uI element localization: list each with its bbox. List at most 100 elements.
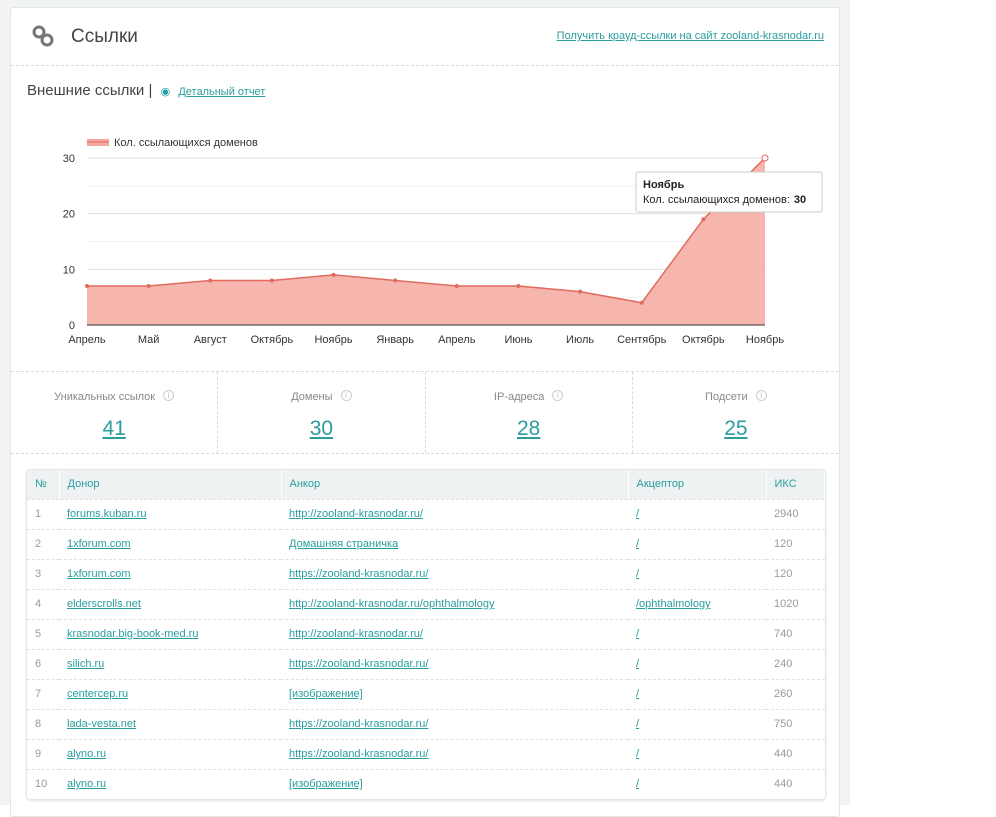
- table-row: 3 1xforum.com https://zooland-krasnodar.ru…: [27, 558, 825, 589]
- anchor-link[interactable]: Домашняя страничка: [289, 538, 399, 550]
- x-tick-label: Апрель: [438, 334, 476, 346]
- info-icon[interactable]: i: [755, 390, 767, 402]
- row-number: 5: [35, 628, 42, 640]
- data-point: [516, 284, 521, 289]
- donor-link[interactable]: 1xforum.com: [67, 538, 131, 550]
- anchor-link[interactable]: https://zooland-krasnodar.ru/: [289, 748, 429, 760]
- data-point: [208, 278, 213, 283]
- acceptor-link[interactable]: /: [636, 538, 640, 550]
- y-tick-label: 10: [63, 264, 75, 276]
- acceptor-link[interactable]: /: [636, 568, 640, 580]
- info-icon[interactable]: i: [552, 390, 564, 402]
- acceptor-link[interactable]: /: [636, 748, 640, 760]
- stat-value[interactable]: 25: [724, 417, 748, 440]
- acceptor-link[interactable]: /: [636, 508, 640, 520]
- stat-value[interactable]: 41: [102, 417, 126, 440]
- col-number: №: [27, 470, 60, 499]
- anchor-link[interactable]: http://zooland-krasnodar.ru/: [289, 628, 423, 640]
- x-tick-label: Ноябрь: [746, 334, 784, 346]
- domains-chart: 0 10 20 30 Апрель Май Август Октябрь Ноябрь Январ…: [63, 137, 823, 346]
- table-row: 5 krasnodar.big-book-med.ru http://zooland…: [27, 618, 825, 649]
- cell: 2940: [766, 498, 825, 529]
- x-tick-label: Апрель: [68, 334, 106, 346]
- row-number: 10: [35, 778, 48, 791]
- donor-link[interactable]: 1xforum.com: [67, 568, 131, 580]
- cell: /: [628, 618, 766, 649]
- cell: /: [628, 768, 766, 799]
- donor-link[interactable]: krasnodar.big-book-med.ru: [67, 628, 199, 640]
- stat-value[interactable]: 30: [309, 417, 334, 440]
- data-point: [331, 272, 336, 277]
- donor-link[interactable]: silich.ru: [67, 658, 105, 670]
- cell: silich.ru: [59, 648, 281, 679]
- eye-icon: ◉: [160, 86, 171, 98]
- cell: https://zooland-krasnodar.ru/: [281, 558, 628, 589]
- cell: 4: [27, 588, 59, 619]
- y-tick-label: 20: [63, 209, 75, 221]
- stat-unique-links: Уникальных ссылок i 41: [11, 372, 219, 453]
- acceptor-link[interactable]: /: [636, 658, 640, 670]
- cell: http://zooland-krasnodar.ru/: [281, 618, 628, 649]
- stats-row: Уникальных ссылок i 41 Домены i 30 IP-адреса…: [11, 371, 839, 454]
- donor-link[interactable]: forums.kuban.ru: [67, 508, 147, 520]
- iks-value: 120: [774, 568, 793, 580]
- detail-report-link[interactable]: Детальный отчет: [178, 86, 266, 98]
- acceptor-link[interactable]: /: [636, 778, 640, 791]
- cell: alyno.ru: [59, 738, 281, 769]
- donor-link[interactable]: lada-vesta.net: [67, 718, 137, 730]
- cell: 260: [766, 678, 825, 709]
- row-number: 3: [35, 568, 42, 580]
- cell: http://zooland-krasnodar.ru/: [281, 498, 628, 529]
- cell: 7: [27, 678, 59, 709]
- cell: 1xforum.com: [59, 558, 281, 589]
- cell: 1: [27, 498, 59, 529]
- table-header: № Донор Анкор Акцептор ИКС: [27, 470, 825, 499]
- info-icon[interactable]: i: [340, 390, 352, 402]
- data-point: [454, 284, 459, 289]
- cell: /: [628, 498, 766, 529]
- col-donor: Донор: [59, 470, 282, 499]
- data-point: [578, 289, 583, 294]
- series-line: [87, 157, 766, 304]
- donor-link[interactable]: elderscrolls.net: [67, 598, 141, 610]
- anchor-link[interactable]: https://zooland-krasnodar.ru/: [289, 658, 429, 670]
- acceptor-link[interactable]: /ophthalmology: [636, 598, 711, 610]
- y-tick-label: 0: [69, 320, 75, 332]
- info-icon[interactable]: i: [163, 390, 175, 402]
- acceptor-link[interactable]: /: [636, 688, 640, 700]
- donor-link[interactable]: alyno.ru: [67, 778, 107, 791]
- acceptor-link[interactable]: /: [636, 628, 640, 640]
- donor-link[interactable]: alyno.ru: [67, 748, 107, 760]
- cell: krasnodar.big-book-med.ru: [59, 618, 281, 649]
- col-anchor: Анкор: [281, 470, 629, 499]
- table-row: 4 elderscrolls.net http://zooland-krasnoda…: [27, 588, 825, 619]
- stat-domains: Домены i 30: [218, 372, 426, 453]
- cell: 120: [766, 528, 825, 559]
- stat-value[interactable]: 28: [516, 417, 541, 440]
- anchor-link[interactable]: http://zooland-krasnodar.ru/: [289, 508, 423, 520]
- cell: 6: [27, 648, 59, 679]
- iks-value: 740: [774, 628, 793, 640]
- iks-value: 240: [774, 658, 793, 670]
- anchor-link[interactable]: [изображение]: [289, 688, 363, 700]
- anchor-link[interactable]: https://zooland-krasnodar.ru/: [289, 718, 429, 730]
- data-point: [393, 278, 398, 283]
- row-number: 4: [35, 598, 42, 610]
- donor-link[interactable]: centercep.ru: [67, 688, 129, 700]
- iks-value: 120: [774, 538, 793, 550]
- section-header: Внешние ссылки | ◉ Детальный отчет: [27, 82, 265, 99]
- x-tick-label: Октябрь: [251, 334, 294, 346]
- anchor-link[interactable]: [изображение]: [289, 778, 363, 791]
- iks-value: 440: [774, 778, 793, 791]
- acceptor-link[interactable]: /: [636, 718, 640, 730]
- cell: elderscrolls.net: [59, 588, 281, 619]
- cell: /: [628, 678, 766, 709]
- stat-ip: IP-адреса i 28: [426, 372, 633, 453]
- row-number: 9: [35, 748, 42, 760]
- x-tick-label: Июнь: [504, 334, 532, 346]
- cell: 240: [766, 648, 825, 679]
- crowd-links-link[interactable]: Получить крауд-ссылки на сайт zooland-kr…: [556, 30, 824, 42]
- anchor-link[interactable]: https://zooland-krasnodar.ru/: [289, 568, 429, 580]
- anchor-link[interactable]: http://zooland-krasnodar.ru/ophthalmolog…: [289, 598, 495, 610]
- x-tick-label: Август: [194, 334, 227, 346]
